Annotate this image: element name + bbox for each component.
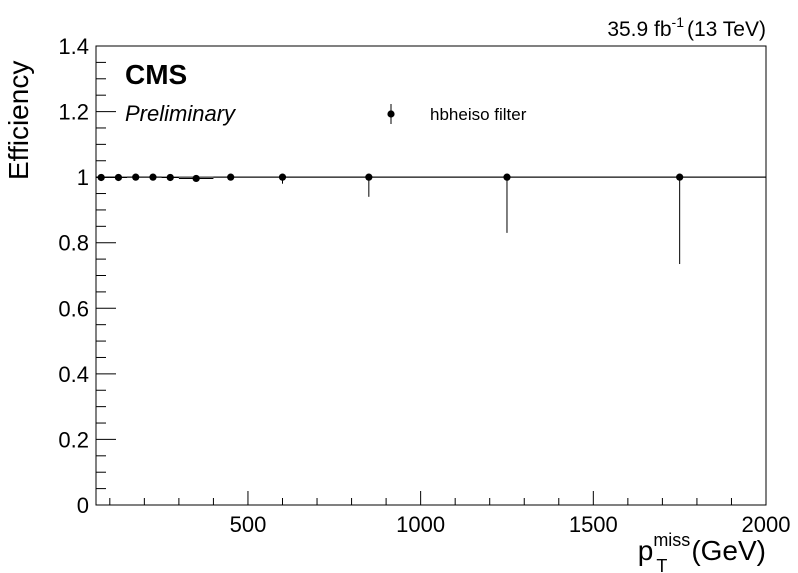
data-marker — [97, 173, 105, 182]
experiment-label: CMS — [125, 59, 187, 90]
data-points — [96, 173, 766, 265]
y-tick-label: 1.4 — [58, 34, 89, 59]
data-marker — [365, 173, 373, 181]
x-axis-title-unit: (GeV) — [691, 535, 766, 566]
y-tick-label: 1 — [77, 165, 89, 190]
lumi-value: 35.9 fb — [607, 18, 671, 41]
y-tick-label: 0.4 — [58, 362, 89, 387]
x-tick-label: 2000 — [742, 512, 791, 537]
lumi-exponent: -1 — [672, 14, 685, 30]
data-marker — [676, 173, 684, 181]
lumi-energy: (13 TeV) — [687, 18, 766, 41]
data-marker — [114, 173, 123, 182]
data-marker — [503, 173, 511, 181]
data-point — [178, 174, 214, 183]
data-point — [127, 173, 145, 181]
data-point — [96, 173, 110, 182]
luminosity-label: 35.9 fb-1 (13 TeV) — [607, 14, 766, 41]
legend: hbheiso filter — [387, 104, 527, 124]
y-tick-label: 1.2 — [58, 100, 89, 125]
x-tick-label: 1000 — [396, 512, 445, 537]
x-axis-title-sup: miss — [653, 530, 690, 550]
data-marker — [278, 173, 287, 181]
legend-marker — [387, 110, 395, 118]
data-point — [144, 173, 162, 181]
tick-labels: 500 1000 1500 2000 0 0.2 0.4 0.6 0.8 1 1.2 1.4 — [58, 34, 790, 537]
data-marker — [132, 173, 140, 181]
y-axis-title: Efficiency — [3, 61, 34, 180]
y-tick-label: 0.8 — [58, 231, 89, 256]
legend-entry-label: hbheiso filter — [430, 105, 527, 124]
data-point — [213, 173, 248, 181]
data-marker — [149, 173, 157, 181]
x-axis-title: pmiss T (GeV) — [638, 530, 766, 573]
x-axis-title-sub: T — [656, 556, 667, 573]
status-label: Preliminary — [125, 101, 237, 126]
data-point — [161, 173, 179, 182]
x-tick-label: 1500 — [569, 512, 618, 537]
data-point — [593, 173, 766, 265]
axis-ticks — [96, 45, 767, 506]
data-marker — [166, 173, 174, 182]
data-point — [420, 173, 594, 233]
data-marker — [192, 174, 200, 183]
y-tick-label: 0.2 — [58, 427, 89, 452]
data-marker — [227, 173, 235, 181]
y-tick-label: 0 — [77, 493, 89, 518]
data-point — [317, 173, 421, 197]
y-tick-label: 0.6 — [58, 296, 89, 321]
data-point — [109, 173, 128, 182]
x-axis-title-main: p — [638, 535, 654, 566]
x-tick-label: 500 — [230, 512, 267, 537]
data-point — [247, 173, 318, 184]
